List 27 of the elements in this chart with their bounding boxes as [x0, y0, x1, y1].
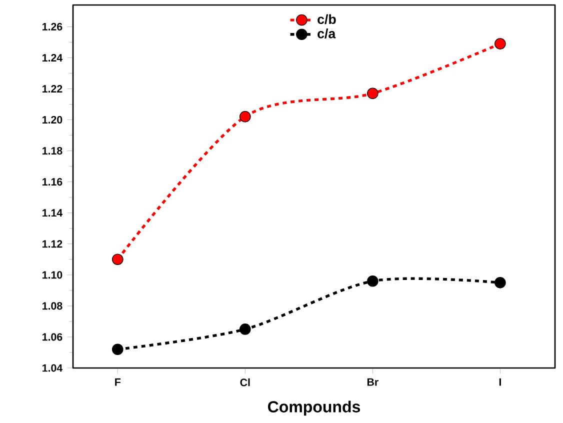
x-tick-label: I: [499, 378, 501, 386]
point: [239, 324, 251, 335]
y-tick-label: 1.10: [42, 271, 62, 279]
y-tick-label: 1.24: [42, 54, 63, 62]
point: [494, 276, 506, 288]
point: [366, 275, 378, 287]
y-tick-label: 1.20: [42, 116, 62, 124]
y-tick-label: 1.04: [42, 364, 63, 372]
point: [112, 344, 124, 356]
legend-label: c/a: [318, 28, 336, 38]
y-tick-label: 1.18: [42, 147, 62, 155]
point: [366, 88, 378, 100]
x-tick-label: F: [115, 378, 121, 386]
x-tick-label: Cl: [240, 378, 250, 386]
x-axis-title: Compounds: [268, 400, 360, 416]
x-tick-label: Br: [367, 378, 378, 386]
point: [494, 38, 506, 50]
y-tick-label: 1.26: [42, 22, 62, 30]
legend-label: c/b: [318, 14, 336, 24]
point: [239, 111, 251, 122]
y-tick-label: 1.12: [42, 240, 62, 248]
y-tick-label: 1.06: [42, 333, 62, 341]
y-tick-label: 1.14: [42, 209, 63, 217]
y-tick-label: 1.22: [42, 85, 62, 92]
y-tick-label: 1.08: [42, 302, 62, 310]
point: [112, 254, 124, 266]
y-tick-label: 1.16: [42, 178, 62, 186]
